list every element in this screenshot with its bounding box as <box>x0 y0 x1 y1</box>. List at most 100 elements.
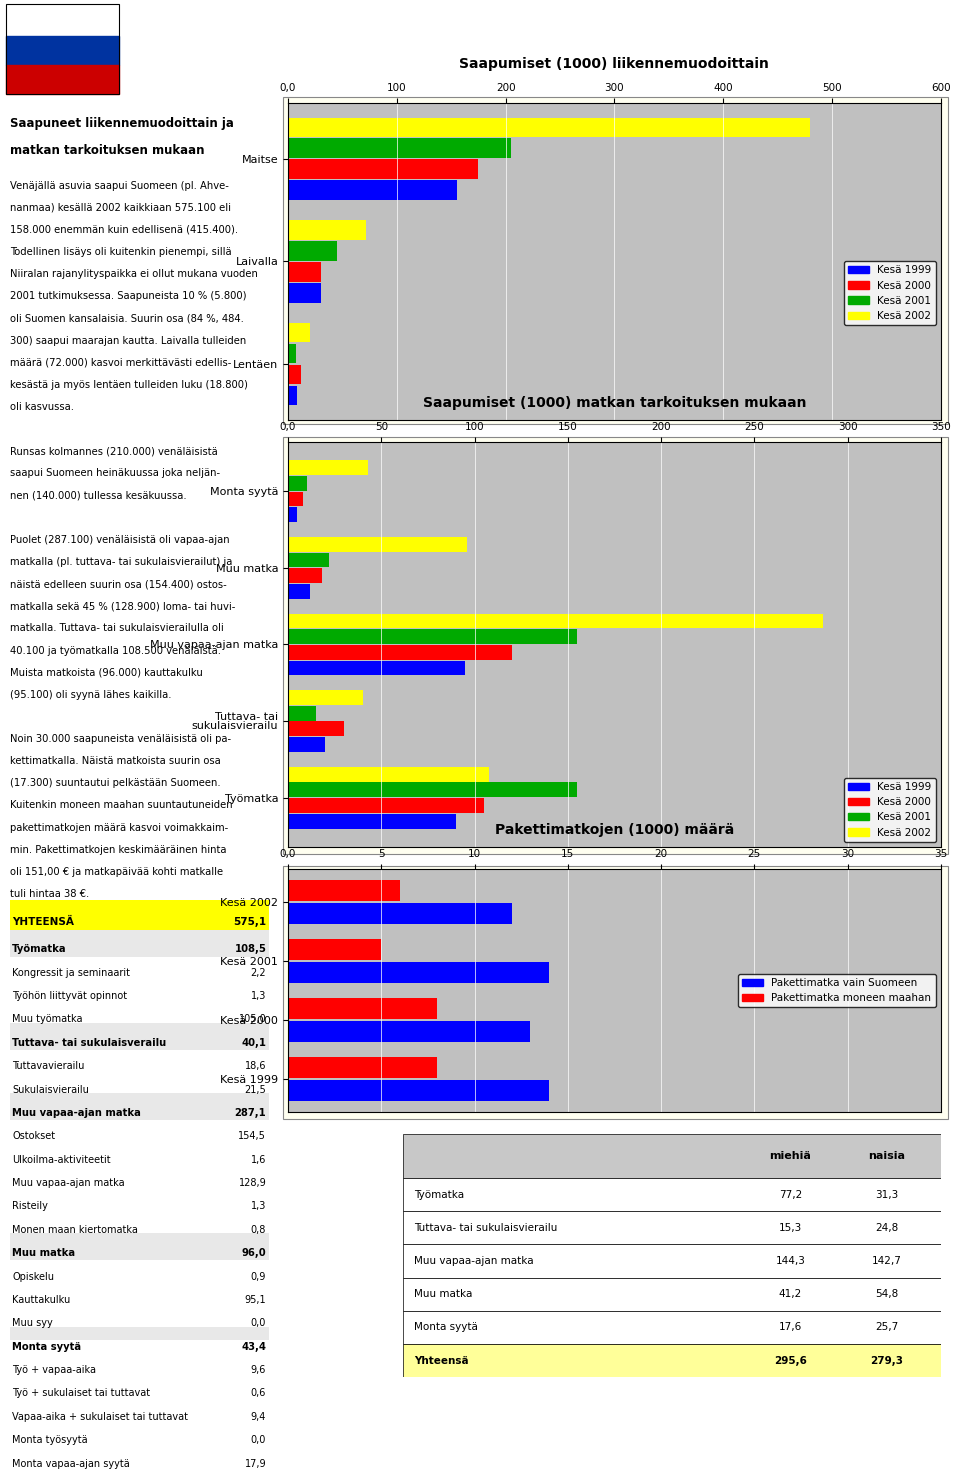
Bar <box>10 900 269 932</box>
Bar <box>288 181 457 200</box>
Text: määrä (72.000) kasvoi merkittävästi edellis-: määrä (72.000) kasvoi merkittävästi edel… <box>10 358 231 368</box>
Text: Vapaa-aika + sukulaiset tai tuttavat: Vapaa-aika + sukulaiset tai tuttavat <box>12 1411 188 1421</box>
Text: 279,3: 279,3 <box>871 1355 903 1365</box>
Title: Saapumiset (1000) matkan tarkoituksen mukaan: Saapumiset (1000) matkan tarkoituksen mu… <box>422 396 806 409</box>
Text: matkalla (pl. tuttava- tai sukulaisvierailut) ja: matkalla (pl. tuttava- tai sukulaisviera… <box>10 557 232 567</box>
Text: Kongressit ja seminaarit: Kongressit ja seminaarit <box>12 968 131 978</box>
Bar <box>288 645 512 660</box>
Text: nanmaa) kesällä 2002 kaikkiaan 575.100 eli: nanmaa) kesällä 2002 kaikkiaan 575.100 e… <box>10 203 230 212</box>
Text: 287,1: 287,1 <box>234 1108 266 1118</box>
Text: 0,6: 0,6 <box>251 1389 266 1398</box>
Text: kesästä ja myös lentäen tulleiden luku (18.800): kesästä ja myös lentäen tulleiden luku (… <box>10 380 248 390</box>
Text: 40,1: 40,1 <box>241 1038 266 1047</box>
Bar <box>288 386 297 405</box>
Text: 128,9: 128,9 <box>238 1178 266 1189</box>
Text: Rajahaastattelututkimuksen keskeiset tulokset: Rajahaastattelututkimuksen keskeiset tul… <box>365 77 691 91</box>
Bar <box>288 1058 437 1078</box>
Text: Työmatka: Työmatka <box>12 944 67 955</box>
Text: 24,8: 24,8 <box>876 1223 899 1233</box>
Text: 0,9: 0,9 <box>251 1271 266 1282</box>
Title: Pakettimatkojen (1000) määrä: Pakettimatkojen (1000) määrä <box>494 823 734 837</box>
Bar <box>403 1178 941 1211</box>
Bar <box>288 691 363 706</box>
Bar <box>288 879 400 901</box>
Text: Työ + vapaa-aika: Työ + vapaa-aika <box>12 1365 96 1374</box>
Bar <box>10 1093 269 1121</box>
Text: Monta syytä: Monta syytä <box>414 1323 478 1333</box>
Bar <box>288 940 381 960</box>
Text: 40.100 ja työmatkalla 108.500 venäläistä.: 40.100 ja työmatkalla 108.500 venäläistä… <box>10 645 221 655</box>
Bar <box>288 365 301 384</box>
Legend: Kesä 1999, Kesä 2000, Kesä 2001, Kesä 2002: Kesä 1999, Kesä 2000, Kesä 2001, Kesä 20… <box>844 261 936 326</box>
Text: Monen maan kiertomatka: Monen maan kiertomatka <box>12 1226 138 1234</box>
Text: Monta syytä: Monta syytä <box>12 1342 82 1352</box>
Bar <box>288 813 456 828</box>
Legend: Pakettimatka vain Suomeen, Pakettimatka moneen maahan: Pakettimatka vain Suomeen, Pakettimatka … <box>738 974 936 1008</box>
Text: 17,9: 17,9 <box>245 1458 266 1469</box>
Text: Muu vapaa-ajan matka: Muu vapaa-ajan matka <box>414 1256 534 1265</box>
Bar <box>403 1245 941 1277</box>
Text: 21,5: 21,5 <box>245 1084 266 1094</box>
Text: 41,2: 41,2 <box>779 1289 802 1299</box>
Bar <box>288 476 306 491</box>
Text: matkan tarkoituksen mukaan: matkan tarkoituksen mukaan <box>10 144 204 156</box>
Text: Kuitenkin moneen maahan suuntautuneiden: Kuitenkin moneen maahan suuntautuneiden <box>10 800 232 810</box>
Text: YHTEENSÄ: YHTEENSÄ <box>12 918 74 928</box>
Text: Venäjällä asuvia saapui Suomeen (pl. Ahve-: Venäjällä asuvia saapui Suomeen (pl. Ahv… <box>10 181 228 190</box>
Bar <box>288 629 577 644</box>
Text: 2001 tutkimuksessa. Saapuneista 10 % (5.800): 2001 tutkimuksessa. Saapuneista 10 % (5.… <box>10 292 246 302</box>
Bar <box>288 903 512 925</box>
Text: Muu matka: Muu matka <box>414 1289 472 1299</box>
Text: matkalla. Tuttava- tai sukulaisvierailulla oli: matkalla. Tuttava- tai sukulaisvierailul… <box>10 623 224 633</box>
Text: Muista matkoista (96.000) kauttakulku: Muista matkoista (96.000) kauttakulku <box>10 667 203 678</box>
Bar <box>288 999 437 1019</box>
Bar <box>288 706 316 720</box>
Text: VENÄJÄ: VENÄJÄ <box>445 4 611 49</box>
Text: 43,4: 43,4 <box>241 1342 266 1352</box>
Bar <box>288 538 468 552</box>
Bar <box>288 507 298 521</box>
Bar <box>10 929 269 956</box>
Title: Saapumiset (1000) liikennemuodoittain: Saapumiset (1000) liikennemuodoittain <box>460 57 769 71</box>
Text: 31,3: 31,3 <box>876 1190 899 1199</box>
Text: Yhteensä: Yhteensä <box>414 1355 468 1365</box>
Text: 2,2: 2,2 <box>251 968 266 978</box>
Bar <box>288 1021 531 1043</box>
Text: Monta vapaa-ajan syytä: Monta vapaa-ajan syytä <box>12 1458 130 1469</box>
Text: oli 151,00 € ja matkapäivää kohti matkalle: oli 151,00 € ja matkapäivää kohti matkal… <box>10 868 223 876</box>
Text: 1,6: 1,6 <box>251 1155 266 1165</box>
Bar <box>288 614 824 629</box>
Bar <box>288 219 367 240</box>
Text: 0,0: 0,0 <box>251 1318 266 1329</box>
Bar <box>288 722 344 736</box>
Text: kettimatkalla. Näistä matkoista suurin osa: kettimatkalla. Näistä matkoista suurin o… <box>10 756 221 766</box>
Text: 77,2: 77,2 <box>779 1190 802 1199</box>
Text: 9,4: 9,4 <box>251 1411 266 1421</box>
Text: Kauttakulku: Kauttakulku <box>12 1295 70 1305</box>
Text: 96,0: 96,0 <box>242 1248 266 1258</box>
Text: 105,0: 105,0 <box>238 1015 266 1025</box>
Text: Saapuneet liikennemuodoittain ja: Saapuneet liikennemuodoittain ja <box>10 116 233 130</box>
Text: näistä edelleen suurin osa (154.400) ostos-: näistä edelleen suurin osa (154.400) ost… <box>10 579 227 589</box>
Text: Työhön liittyvät opinnot: Työhön liittyvät opinnot <box>12 991 128 1002</box>
Text: nen (140.000) tullessa kesäkuussa.: nen (140.000) tullessa kesäkuussa. <box>10 491 186 501</box>
Bar <box>288 782 577 797</box>
Text: Tuttava- tai sukulaisverailu: Tuttava- tai sukulaisverailu <box>12 1038 166 1047</box>
Text: 144,3: 144,3 <box>776 1256 805 1265</box>
Text: (17.300) suuntautui pelkästään Suomeen.: (17.300) suuntautui pelkästään Suomeen. <box>10 778 220 788</box>
Text: saapui Suomeen heinäkuussa joka neljän-: saapui Suomeen heinäkuussa joka neljän- <box>10 468 220 479</box>
Text: Muu vapaa-ajan matka: Muu vapaa-ajan matka <box>12 1108 141 1118</box>
Text: Opiskelu: Opiskelu <box>12 1271 54 1282</box>
Bar <box>288 138 511 158</box>
Text: miehiä: miehiä <box>769 1150 811 1161</box>
Text: 25,7: 25,7 <box>876 1323 899 1333</box>
Bar <box>288 962 549 984</box>
Text: 575,1: 575,1 <box>233 918 266 928</box>
Text: 95,1: 95,1 <box>245 1295 266 1305</box>
Text: Monta työsyytä: Monta työsyytä <box>12 1435 87 1445</box>
Bar <box>403 1134 941 1178</box>
Bar <box>10 1024 269 1050</box>
Text: Muu syy: Muu syy <box>12 1318 53 1329</box>
Text: Noin 30.000 saapuneista venäläisistä oli pa-: Noin 30.000 saapuneista venäläisistä oli… <box>10 734 230 744</box>
Bar <box>288 283 321 303</box>
